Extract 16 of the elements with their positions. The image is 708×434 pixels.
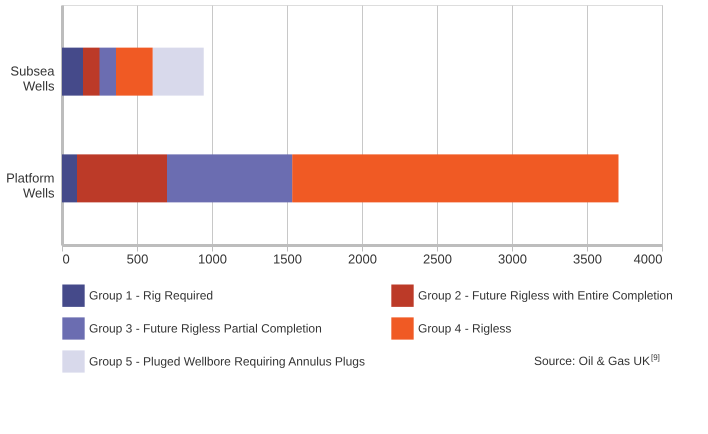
legend-label: Group 1 - Rig Required (89, 288, 214, 303)
x-tick-label: 3000 (498, 252, 527, 266)
y-tick-label: Subsea Wells (10, 64, 56, 94)
x-tick-label: 500 (126, 252, 148, 266)
x-tick-label: 0 (62, 252, 70, 266)
legend-label: Group 2 - Future Rigless with Entire Completion (418, 288, 673, 303)
x-tick-label: 4000 (634, 252, 662, 266)
x-tick-label: 3500 (573, 252, 602, 266)
legend-label: Group 4 - Rigless (418, 322, 512, 336)
x-tick-label: 1500 (273, 252, 302, 266)
x-tick-label: 2500 (423, 252, 452, 266)
legend-label: Group 3 - Future Rigless Partial Completion (89, 322, 322, 336)
x-tick-label: 2000 (348, 252, 377, 266)
y-tick-label: Platform Wells (6, 170, 55, 200)
x-tick-label: 1000 (198, 252, 227, 266)
legend-label: Group 5 - Pluged Wellbore Requiring Annulus Plugs (89, 354, 365, 368)
